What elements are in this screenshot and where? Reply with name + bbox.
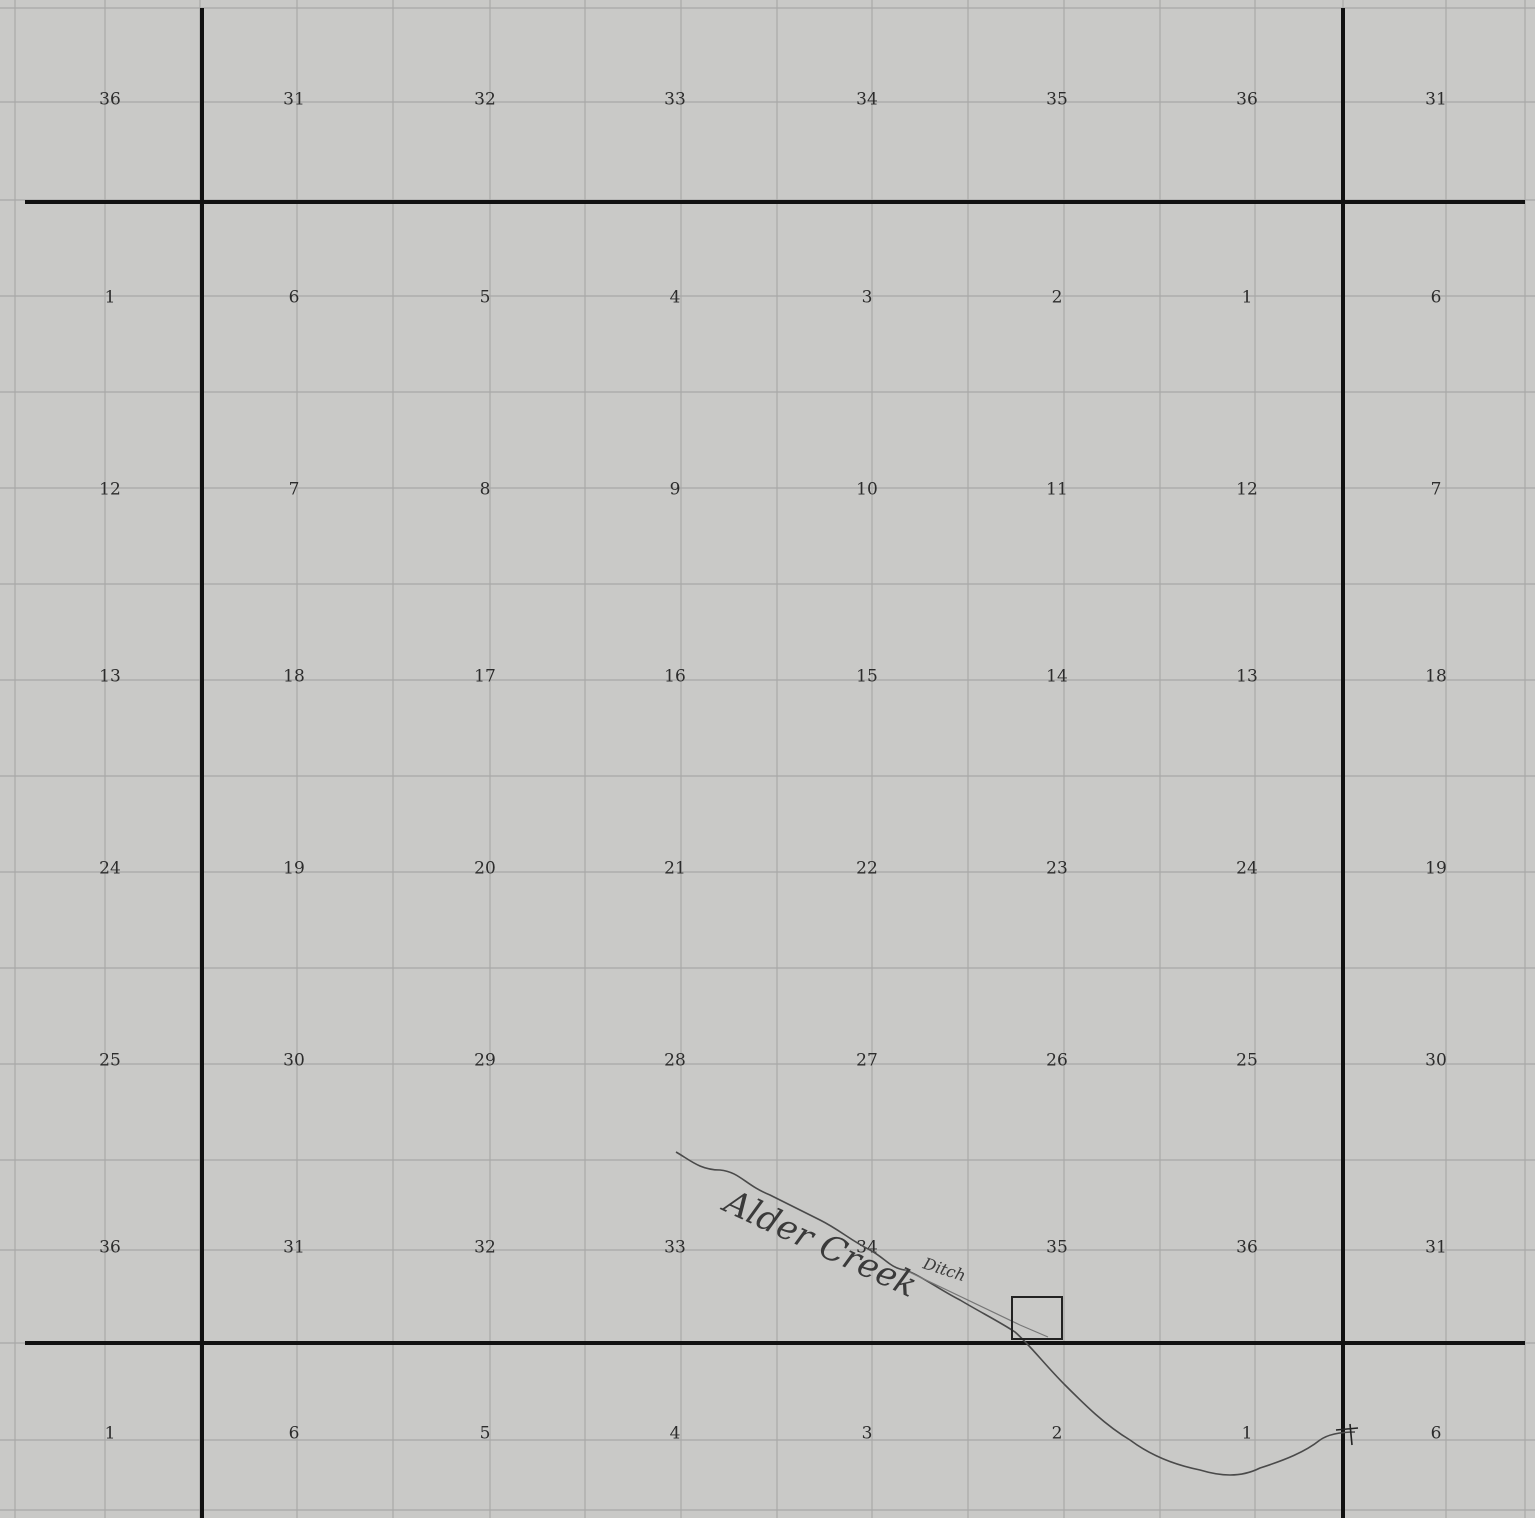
section-number: 12 xyxy=(99,480,121,500)
end-mark xyxy=(1335,1423,1359,1446)
section-number: 3 xyxy=(862,288,873,308)
section-number: 36 xyxy=(1236,90,1258,110)
section-number-labels: 36 31 32 33 34 35 36 311 6 5 4 3 2 1 612 7 8 9 10 11 12 713 18… xyxy=(99,90,1447,1444)
section-number: 35 xyxy=(1046,90,1068,110)
section-number: 32 xyxy=(474,90,496,110)
section-number: 36 xyxy=(1236,1238,1258,1258)
section-number: 20 xyxy=(474,859,496,879)
section-number: 4 xyxy=(670,288,681,308)
section-number: 34 xyxy=(856,90,878,110)
section-number: 30 xyxy=(283,1051,305,1071)
section-number: 3 xyxy=(862,1424,873,1444)
section-number: 19 xyxy=(283,859,305,879)
section-number: 33 xyxy=(664,90,686,110)
section-number: 4 xyxy=(670,1424,681,1444)
claim-square xyxy=(1011,1296,1063,1340)
section-number: 33 xyxy=(664,1238,686,1258)
section-number: 18 xyxy=(1425,667,1447,687)
section-number: 5 xyxy=(480,288,491,308)
section-number: 19 xyxy=(1425,859,1447,879)
section-number: 35 xyxy=(1046,1238,1068,1258)
section-number: 18 xyxy=(283,667,305,687)
section-number: 11 xyxy=(1046,480,1068,500)
section-number: 31 xyxy=(283,90,305,110)
section-number: 23 xyxy=(1046,859,1068,879)
section-number: 25 xyxy=(1236,1051,1258,1071)
section-number: 6 xyxy=(1431,288,1442,308)
ditch-line xyxy=(904,1269,1049,1338)
section-number: 9 xyxy=(670,480,681,500)
section-number: 8 xyxy=(480,480,491,500)
section-number: 31 xyxy=(1425,90,1447,110)
creek-line xyxy=(675,1151,1356,1476)
section-number: 6 xyxy=(1431,1424,1442,1444)
section-number: 13 xyxy=(99,667,121,687)
section-number: 6 xyxy=(289,288,300,308)
section-number: 14 xyxy=(1046,667,1068,687)
section-number: 12 xyxy=(1236,480,1258,500)
section-number: 30 xyxy=(1425,1051,1447,1071)
section-number: 29 xyxy=(474,1051,496,1071)
section-number: 2 xyxy=(1052,1424,1063,1444)
section-number: 6 xyxy=(289,1424,300,1444)
section-number: 1 xyxy=(105,1424,116,1444)
section-number: 24 xyxy=(1236,859,1258,879)
section-number: 7 xyxy=(289,480,300,500)
section-number: 32 xyxy=(474,1238,496,1258)
section-number: 31 xyxy=(283,1238,305,1258)
section-number: 16 xyxy=(664,667,686,687)
section-number: 1 xyxy=(1242,288,1253,308)
section-number: 22 xyxy=(856,859,878,879)
section-number: 1 xyxy=(105,288,116,308)
section-number: 10 xyxy=(856,480,878,500)
section-number: 7 xyxy=(1431,480,1442,500)
section-number: 5 xyxy=(480,1424,491,1444)
section-number: 28 xyxy=(664,1051,686,1071)
section-number: 31 xyxy=(1425,1238,1447,1258)
section-number: 26 xyxy=(1046,1051,1068,1071)
township-boundary-lines xyxy=(25,8,1525,1518)
section-number: 36 xyxy=(99,90,121,110)
section-number: 1 xyxy=(1242,1424,1253,1444)
section-number: 24 xyxy=(99,859,121,879)
section-number: 13 xyxy=(1236,667,1258,687)
section-number: 17 xyxy=(474,667,496,687)
section-number: 27 xyxy=(856,1051,878,1071)
section-number: 34 xyxy=(856,1238,878,1258)
section-number: 15 xyxy=(856,667,878,687)
section-number: 25 xyxy=(99,1051,121,1071)
section-number: 36 xyxy=(99,1238,121,1258)
section-number: 2 xyxy=(1052,288,1063,308)
section-number: 21 xyxy=(664,859,686,879)
